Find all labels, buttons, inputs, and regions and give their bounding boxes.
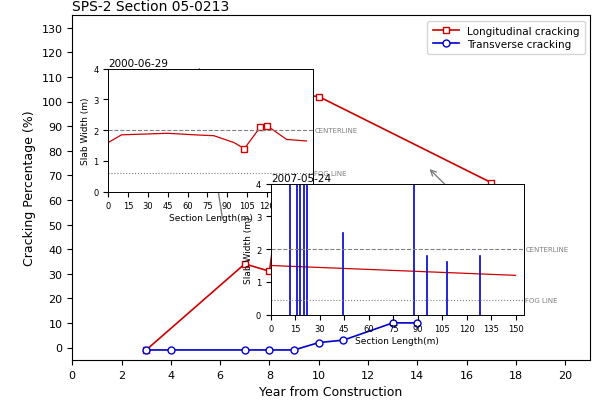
Line: Transverse cracking: Transverse cracking: [143, 320, 421, 353]
X-axis label: Section Length(m): Section Length(m): [355, 336, 439, 345]
Text: SPS-2 Section 05-0213: SPS-2 Section 05-0213: [72, 0, 229, 14]
Transverse cracking: [340, 338, 347, 343]
Longitudinal cracking: [291, 92, 298, 97]
Transverse cracking: [143, 348, 150, 353]
Longitudinal cracking: [143, 348, 150, 353]
Transverse cracking: [414, 321, 421, 326]
Transverse cracking: [315, 340, 323, 345]
X-axis label: Year from Construction: Year from Construction: [259, 385, 403, 398]
Transverse cracking: [291, 348, 298, 353]
Text: FOG LINE: FOG LINE: [526, 297, 558, 303]
Longitudinal cracking: [488, 181, 495, 186]
Y-axis label: Slab Width (m): Slab Width (m): [244, 216, 253, 283]
Y-axis label: Slab Width (m): Slab Width (m): [81, 97, 90, 164]
Y-axis label: Cracking Percentage (%): Cracking Percentage (%): [23, 110, 36, 266]
Legend: Longitudinal cracking, Transverse cracking: Longitudinal cracking, Transverse cracki…: [427, 22, 585, 55]
X-axis label: Section Length(m): Section Length(m): [169, 213, 253, 222]
Text: FOG LINE: FOG LINE: [314, 171, 347, 177]
Transverse cracking: [266, 348, 273, 353]
Text: CENTERLINE: CENTERLINE: [526, 247, 569, 252]
Longitudinal cracking: [266, 269, 273, 274]
Transverse cracking: [167, 348, 175, 353]
Longitudinal cracking: [241, 262, 249, 267]
Transverse cracking: [241, 348, 249, 353]
Transverse cracking: [389, 321, 396, 326]
Text: 2000-06-29: 2000-06-29: [108, 59, 169, 69]
Text: 2007-05-24: 2007-05-24: [271, 173, 331, 183]
Text: CENTERLINE: CENTERLINE: [314, 128, 358, 134]
Line: Longitudinal cracking: Longitudinal cracking: [143, 92, 495, 353]
Longitudinal cracking: [315, 95, 323, 100]
